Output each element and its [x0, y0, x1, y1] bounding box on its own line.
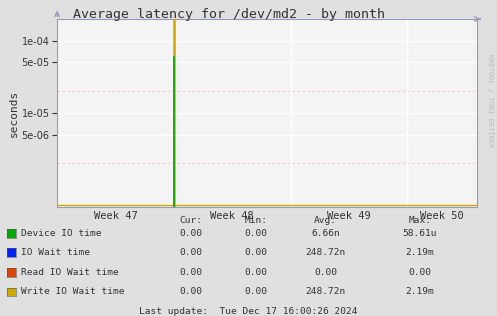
Text: 0.00: 0.00 — [409, 268, 431, 277]
Text: 0.00: 0.00 — [180, 229, 203, 238]
Text: 0.00: 0.00 — [245, 288, 267, 296]
Text: 0.00: 0.00 — [180, 288, 203, 296]
Text: 248.72n: 248.72n — [306, 288, 345, 296]
Text: 2.19m: 2.19m — [406, 248, 434, 257]
Text: Max:: Max: — [409, 216, 431, 224]
Text: IO Wait time: IO Wait time — [21, 248, 90, 257]
Text: 248.72n: 248.72n — [306, 248, 345, 257]
Text: RRDTOOL / TOBI OETIKER: RRDTOOL / TOBI OETIKER — [487, 54, 493, 148]
Y-axis label: seconds: seconds — [8, 89, 18, 137]
Text: Last update:  Tue Dec 17 16:00:26 2024: Last update: Tue Dec 17 16:00:26 2024 — [139, 307, 358, 316]
Text: 0.00: 0.00 — [245, 229, 267, 238]
Text: Cur:: Cur: — [180, 216, 203, 224]
Text: 0.00: 0.00 — [245, 248, 267, 257]
Text: Average latency for /dev/md2 - by month: Average latency for /dev/md2 - by month — [73, 8, 385, 21]
Text: Avg:: Avg: — [314, 216, 337, 224]
Text: 0.00: 0.00 — [314, 268, 337, 277]
Text: 0.00: 0.00 — [245, 268, 267, 277]
Text: 6.66n: 6.66n — [311, 229, 340, 238]
Text: Device IO time: Device IO time — [21, 229, 101, 238]
Text: 58.61u: 58.61u — [403, 229, 437, 238]
Text: Read IO Wait time: Read IO Wait time — [21, 268, 119, 277]
Text: 0.00: 0.00 — [180, 268, 203, 277]
Text: Min:: Min: — [245, 216, 267, 224]
Text: Write IO Wait time: Write IO Wait time — [21, 288, 124, 296]
Text: 2.19m: 2.19m — [406, 288, 434, 296]
Text: 0.00: 0.00 — [180, 248, 203, 257]
